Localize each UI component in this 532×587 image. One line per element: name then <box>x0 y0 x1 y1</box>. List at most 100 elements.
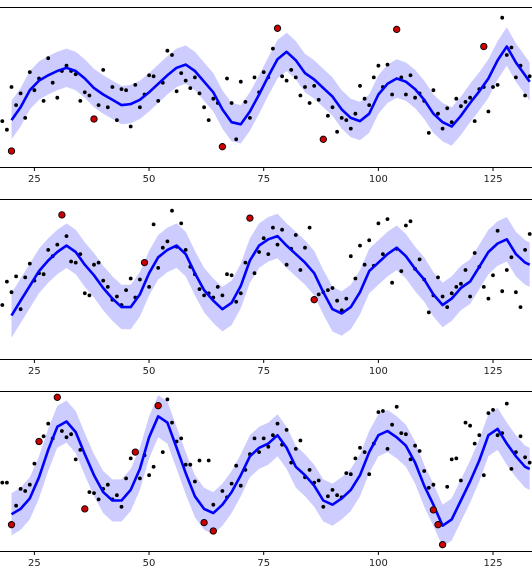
observation-point <box>179 71 184 75</box>
x-tick-label: 25 <box>28 366 41 377</box>
outlier-point <box>131 448 139 456</box>
observation-point <box>115 493 119 498</box>
observation-point <box>206 118 211 122</box>
plot-area <box>0 208 532 338</box>
observation-point <box>284 428 289 432</box>
observation-point <box>119 87 124 91</box>
observation-point <box>5 279 9 284</box>
outlier-point <box>246 214 254 222</box>
observation-point <box>362 262 367 267</box>
observation-point <box>280 227 284 232</box>
observation-point <box>14 503 18 508</box>
observation-point <box>307 225 312 230</box>
observation-point <box>326 494 330 499</box>
chart-panel-1: 25 50 75 100 125 <box>0 7 532 185</box>
observation-point <box>431 482 436 487</box>
observation-point <box>128 456 133 461</box>
observation-point <box>179 436 184 441</box>
x-tick-label: 50 <box>143 558 156 569</box>
observation-point <box>330 488 335 492</box>
observation-point <box>73 457 78 462</box>
observation-point <box>41 434 46 439</box>
observation-point <box>115 118 119 122</box>
observation-point <box>46 248 51 252</box>
confidence-band <box>11 213 530 338</box>
observation-point <box>202 105 207 110</box>
observation-point <box>394 404 399 409</box>
x-tick-label: 75 <box>257 174 270 185</box>
observation-point <box>436 111 440 116</box>
observation-point <box>523 248 527 252</box>
observation-point <box>229 101 234 105</box>
observation-point <box>376 410 381 414</box>
observation-point <box>399 269 404 273</box>
observation-point <box>64 234 69 239</box>
observation-point <box>459 104 463 109</box>
observation-point <box>243 260 248 265</box>
observation-point <box>165 397 170 402</box>
observation-point <box>69 259 73 264</box>
outlier-point <box>319 135 327 143</box>
observation-point <box>257 250 261 254</box>
observation-point <box>408 73 413 78</box>
observation-point <box>188 462 193 467</box>
observation-point <box>73 260 78 265</box>
observation-point <box>138 476 142 481</box>
observation-point <box>527 232 532 236</box>
observation-point <box>463 268 468 272</box>
observation-point <box>307 101 312 105</box>
observation-point <box>371 75 376 80</box>
observation-point <box>14 274 18 279</box>
plot-area <box>0 15 532 155</box>
observation-point <box>491 408 495 412</box>
observation-point <box>151 74 156 79</box>
observation-point <box>303 85 307 89</box>
observation-point <box>275 242 280 247</box>
observation-point <box>459 281 463 286</box>
observation-point <box>495 228 500 233</box>
outlier-point <box>273 24 282 32</box>
observation-point <box>128 276 133 281</box>
observation-point <box>46 421 51 426</box>
observation-point <box>41 272 46 277</box>
observation-point <box>92 491 96 495</box>
observation-point <box>385 217 390 222</box>
observation-point <box>27 482 32 487</box>
x-tick-label: 125 <box>483 558 502 569</box>
x-tick-label: 50 <box>143 366 156 377</box>
observation-point <box>495 83 500 87</box>
observation-point <box>128 124 133 129</box>
observation-point <box>321 504 326 509</box>
observation-point <box>9 290 14 295</box>
observation-point <box>449 120 454 125</box>
observation-point <box>105 105 110 110</box>
observation-point <box>206 458 211 463</box>
observation-point <box>229 273 234 278</box>
chart-panel-2: 25 50 75 100 125 <box>0 199 532 377</box>
observation-point <box>417 257 422 262</box>
observation-point <box>362 96 367 101</box>
observation-point <box>18 91 23 96</box>
observation-point <box>234 299 239 304</box>
observation-point <box>257 450 261 454</box>
observation-point <box>105 482 110 487</box>
observation-point <box>60 429 64 433</box>
observation-point <box>518 305 523 309</box>
observation-point <box>509 467 514 471</box>
observation-point <box>183 462 188 467</box>
observation-point <box>188 86 193 90</box>
outlier-point <box>53 393 61 401</box>
observation-point <box>381 409 385 413</box>
outlier-point <box>58 211 66 219</box>
observation-point <box>330 286 335 290</box>
x-tick-label: 100 <box>369 366 388 377</box>
observation-point <box>472 251 477 255</box>
observation-point <box>504 401 509 406</box>
observation-point <box>426 131 431 135</box>
observation-point <box>183 248 188 252</box>
observation-point <box>459 478 463 483</box>
observation-point <box>211 96 216 101</box>
x-tick-label: 100 <box>369 558 388 569</box>
observation-point <box>96 103 101 107</box>
